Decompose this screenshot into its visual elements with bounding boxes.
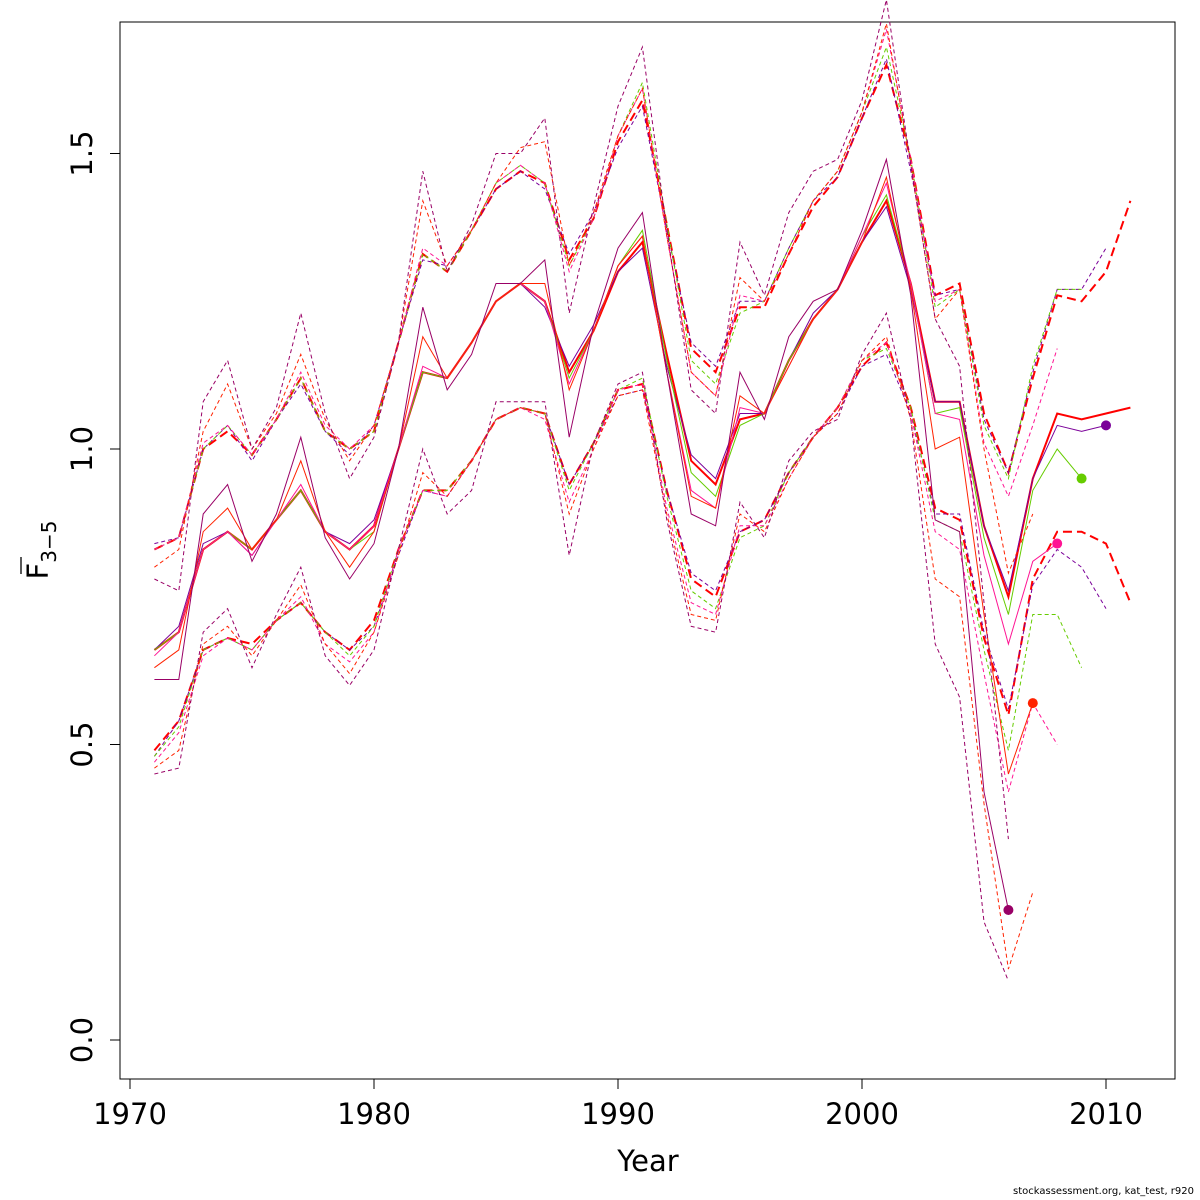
y-tick-label-0: 0.0 <box>65 1017 99 1063</box>
series-5-lower-bound <box>154 311 1009 982</box>
series-2-estimate <box>154 193 1082 651</box>
series-0-lower-bound <box>153 340 1132 752</box>
footer-credit: stockassessment.org, kat_test, r920 <box>1013 1186 1194 1197</box>
y-axis-title: F3−5 <box>20 521 61 580</box>
series-layer <box>153 0 1132 982</box>
y-tick-label-1: 0.5 <box>65 721 99 767</box>
x-tick-label-2000: 2000 <box>825 1097 899 1131</box>
series-4 <box>154 23 1038 970</box>
series-0-upper-bound <box>153 61 1132 551</box>
series-3-upper-bound <box>154 29 1058 550</box>
x-tick-label-1980: 1980 <box>337 1097 411 1131</box>
series-3-endpoint-marker <box>1052 538 1063 549</box>
x-tick-label-1970: 1970 <box>93 1097 167 1131</box>
series-4-lower-bound <box>154 335 1034 970</box>
x-tick-label-1990: 1990 <box>581 1097 655 1131</box>
series-2-endpoint-marker <box>1076 473 1087 484</box>
series-5-upper-bound <box>154 0 1009 840</box>
series-0-estimate <box>153 198 1131 651</box>
series-4-upper-bound <box>154 23 1034 575</box>
series-4-estimate <box>154 175 1034 775</box>
svg-text:F3−5: F3−5 <box>21 521 61 580</box>
series-1-endpoint-marker <box>1101 420 1111 431</box>
x-axis-title: Year <box>616 1144 678 1178</box>
x-axis: 1970 1980 1990 2000 2010 <box>93 1078 1143 1131</box>
series-4-endpoint-marker <box>1027 698 1038 709</box>
y-tick-label-2: 1.0 <box>65 426 99 472</box>
y-axis: 0.0 0.5 1.0 1.5 <box>65 130 121 1063</box>
series-2-lower-bound <box>154 347 1083 757</box>
y-tick-label-3: 1.5 <box>65 130 99 176</box>
y-axis-title-subscript: 3−5 <box>37 521 61 563</box>
series-5-estimate <box>154 157 1009 911</box>
series-1-lower-bound <box>153 353 1107 757</box>
x-tick-label-2010: 2010 <box>1069 1097 1143 1131</box>
series-1-upper-bound <box>154 57 1107 545</box>
series-2-upper-bound <box>154 45 1082 550</box>
series-5 <box>154 0 1014 982</box>
series-3-lower-bound <box>154 341 1058 792</box>
series-1 <box>153 57 1111 757</box>
y-axis-title-main: F <box>21 563 55 580</box>
series-5-endpoint-marker <box>1003 904 1014 915</box>
